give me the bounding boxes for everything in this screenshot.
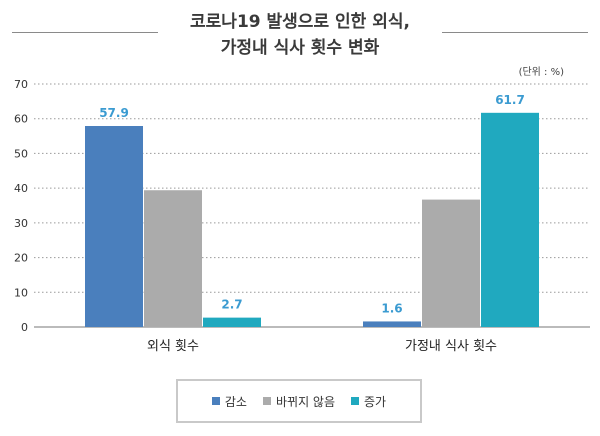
title-rule-left bbox=[12, 32, 158, 33]
unit-label: (단위 : %) bbox=[518, 67, 564, 78]
legend-label-increase: 증가 bbox=[364, 394, 387, 409]
y-tick-label: 0 bbox=[21, 321, 28, 334]
y-tick-label: 40 bbox=[14, 182, 28, 195]
bar bbox=[85, 126, 143, 327]
legend: 감소 바뀌지 않음 증가 bbox=[176, 379, 422, 423]
chart-title: 코로나19 발생으로 인한 외식, 가정내 식사 횟수 변화 bbox=[160, 9, 440, 61]
bar bbox=[203, 317, 261, 327]
legend-swatch-decrease bbox=[211, 397, 220, 405]
legend-label-decrease: 감소 bbox=[224, 394, 247, 409]
x-category-label: 외식 횟수 bbox=[147, 339, 199, 354]
bar bbox=[422, 199, 480, 327]
bar bbox=[144, 190, 202, 327]
chart-title-line-1: 코로나19 발생으로 인한 외식, bbox=[190, 12, 410, 32]
chart-title-area: 코로나19 발생으로 인한 외식, 가정내 식사 횟수 변화 bbox=[0, 0, 600, 64]
y-tick-label: 60 bbox=[14, 113, 28, 126]
y-tick-label: 70 bbox=[14, 78, 28, 91]
y-tick-label: 50 bbox=[14, 147, 28, 160]
chart-title-line-2: 가정내 식사 횟수 변화 bbox=[220, 38, 380, 58]
x-category-label: 가정내 식사 횟수 bbox=[405, 339, 497, 354]
legend-item-unchanged: 바뀌지 않음 bbox=[262, 393, 335, 410]
bar bbox=[481, 112, 539, 327]
title-rule-right bbox=[442, 32, 588, 33]
legend-item-decrease: 감소 bbox=[211, 393, 247, 410]
legend-label-unchanged: 바뀌지 않음 bbox=[275, 394, 335, 409]
legend-item-increase: 증가 bbox=[351, 393, 386, 410]
data-label: 1.6 bbox=[381, 301, 402, 315]
legend-swatch-increase bbox=[351, 397, 359, 405]
y-tick-label: 20 bbox=[14, 252, 28, 265]
data-label: 2.7 bbox=[221, 298, 242, 312]
y-tick-label: 30 bbox=[14, 217, 28, 230]
data-label: 61.7 bbox=[495, 93, 525, 107]
y-tick-label: 10 bbox=[14, 286, 28, 299]
legend-swatch-unchanged bbox=[262, 397, 271, 405]
bar bbox=[363, 321, 421, 327]
data-label: 57.9 bbox=[99, 106, 129, 120]
